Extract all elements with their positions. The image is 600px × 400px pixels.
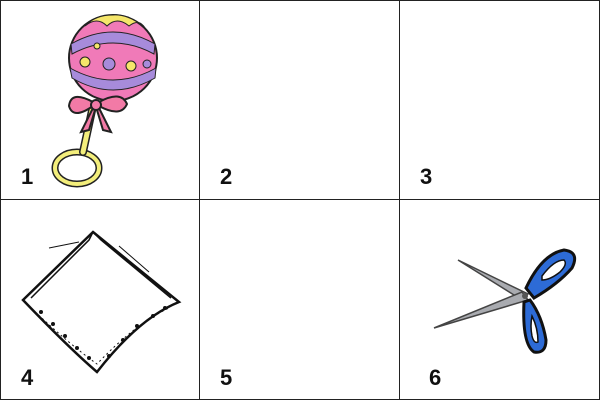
grid-divider-vertical-2: [399, 0, 400, 400]
cell-number: 3: [420, 164, 433, 189]
cell-number: 4: [21, 365, 34, 390]
baby-rattle-icon: [51, 14, 158, 188]
grid-cell-6: 6: [400, 200, 599, 399]
grid-divider-horizontal: [0, 199, 600, 200]
cell-number: 2: [220, 164, 233, 189]
handkerchief-icon: [21, 230, 182, 374]
cell-number: 5: [220, 365, 233, 390]
grid-cell-1: 1: [1, 1, 200, 200]
scissors-icon: [433, 248, 577, 354]
cell-number: 6: [429, 365, 442, 390]
grid-cell-4: 4: [1, 200, 200, 399]
grid-border-left: [0, 0, 1, 400]
grid-border-top: [0, 0, 600, 1]
grid-cell-2: 2: [200, 1, 399, 200]
grid-divider-vertical-1: [199, 0, 200, 400]
grid-cell-3: 3: [400, 1, 599, 200]
cell-number: 1: [21, 164, 34, 189]
grid-cell-5: 5: [200, 200, 399, 399]
